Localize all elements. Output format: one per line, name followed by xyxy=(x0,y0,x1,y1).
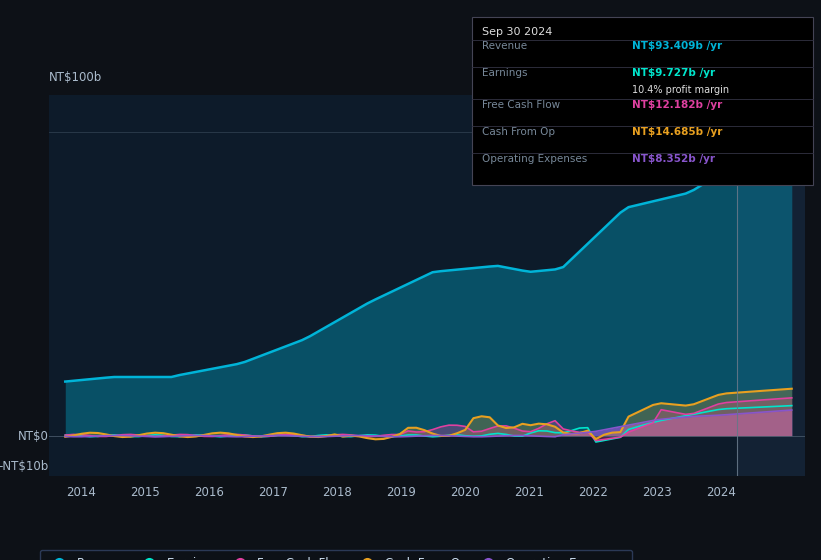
Text: -NT$10b: -NT$10b xyxy=(0,460,48,473)
Text: NT$9.727b /yr: NT$9.727b /yr xyxy=(632,68,715,78)
Text: NT$12.182b /yr: NT$12.182b /yr xyxy=(632,100,722,110)
Text: Free Cash Flow: Free Cash Flow xyxy=(482,100,560,110)
Text: Earnings: Earnings xyxy=(482,68,527,78)
Text: 10.4% profit margin: 10.4% profit margin xyxy=(632,85,729,95)
Text: Sep 30 2024: Sep 30 2024 xyxy=(482,27,553,37)
Text: NT$8.352b /yr: NT$8.352b /yr xyxy=(632,154,715,164)
Text: Operating Expenses: Operating Expenses xyxy=(482,154,587,164)
Text: NT$0: NT$0 xyxy=(17,430,48,443)
Text: NT$100b: NT$100b xyxy=(49,71,103,84)
Bar xyxy=(737,95,805,476)
Text: NT$93.409b /yr: NT$93.409b /yr xyxy=(632,41,722,51)
Text: NT$14.685b /yr: NT$14.685b /yr xyxy=(632,127,722,137)
Legend: Revenue, Earnings, Free Cash Flow, Cash From Op, Operating Expenses: Revenue, Earnings, Free Cash Flow, Cash … xyxy=(40,549,632,560)
Text: Cash From Op: Cash From Op xyxy=(482,127,555,137)
Text: Revenue: Revenue xyxy=(482,41,527,51)
